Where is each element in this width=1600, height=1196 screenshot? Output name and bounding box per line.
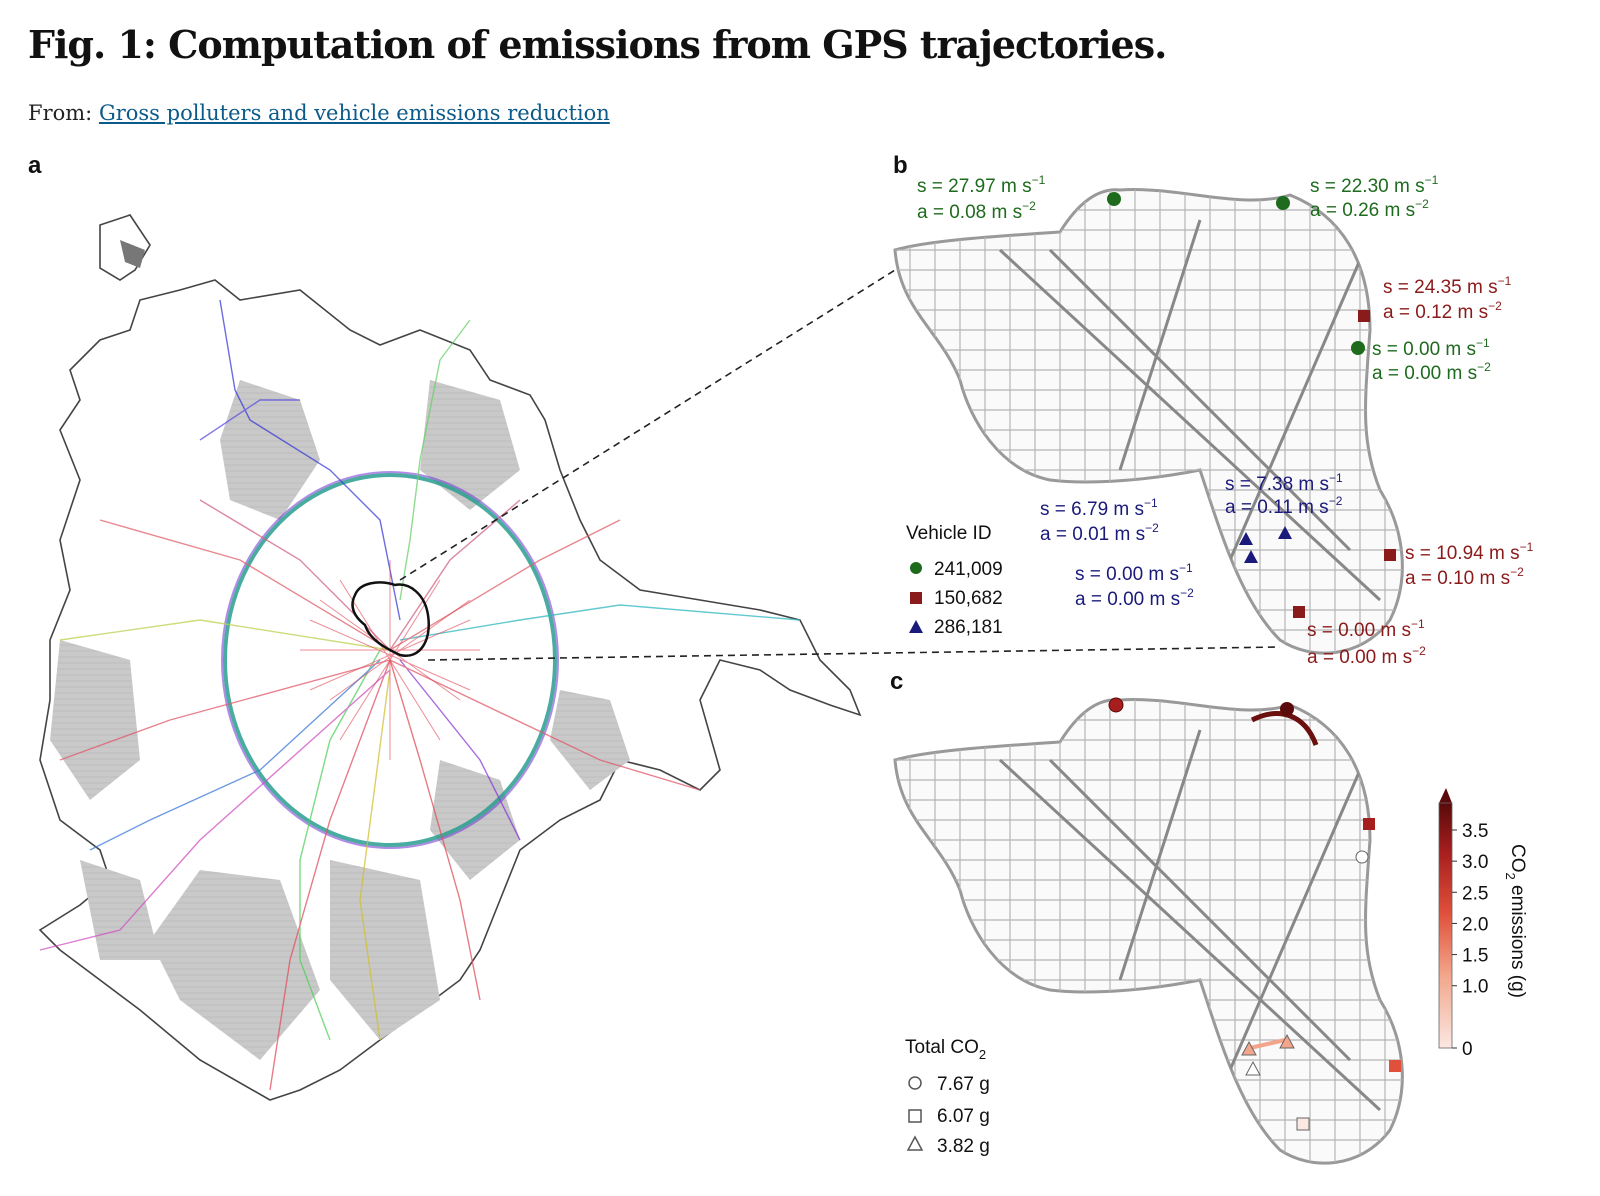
emission-segment [1250,711,1319,746]
ring-road-trajectories [223,473,557,847]
vehicle-legend-title: Vehicle ID [906,523,992,544]
total-co2-legend: Total CO2 7.67 g 6.07 g 3.82 g [905,1037,990,1157]
emission-marker [1389,1060,1401,1072]
legend-total-value: 7.67 g [937,1074,990,1095]
vehicle-241009-marker [1276,196,1290,210]
panel-label-c: c [890,668,904,695]
emission-marker [1241,1040,1257,1056]
legend-vehicle-id: 150,682 [934,588,1003,609]
city-map-panel-a [38,214,862,1101]
vehicle-150682-marker [1293,606,1305,618]
annotation-accel: a = 0.11 m s−2 [1225,494,1343,518]
colorbar-tick-label: 0 [1462,1039,1473,1060]
vehicle-241009-marker [1351,341,1365,355]
speed-annotations: s = 27.97 m s−1 a = 0.08 m s−2 s = 22.30… [917,173,1534,668]
green-area [150,870,320,1060]
legend-triangle-icon [906,1135,924,1151]
annotation-accel: a = 0.00 m s−2 [1307,644,1426,668]
green-area [220,380,320,520]
annotation-speed: s = 22.30 m s−1 [1310,173,1439,197]
emission-marker [1279,1033,1295,1049]
colorbar-gradient [1438,802,1453,1049]
annotation-speed: s = 6.79 m s−1 [1040,496,1158,520]
emission-marker [1296,1117,1310,1131]
annotation-accel: a = 0.12 m s−2 [1383,299,1502,323]
panel-label-a: a [28,152,42,179]
legend-triangle-icon [909,620,923,633]
emission-marker [1355,850,1369,864]
source-line: From: Gross polluters and vehicle emissi… [28,101,610,125]
colorbar-ticks: 0 1.0 1.5 2.0 2.5 3.0 3.5 [1452,821,1488,1060]
legend-total-value: 3.82 g [937,1136,990,1157]
emission-segment [1249,1038,1286,1050]
zoom-line-bottom [427,646,1281,661]
colorbar-tick-label: 1.0 [1462,977,1488,998]
annotation-accel: a = 0.26 m s−2 [1310,197,1429,221]
co2-colorbar: 0 1.0 1.5 2.0 2.5 3.0 3.5 CO2 emissions (g) [1438,788,1528,1060]
annotation-speed: s = 10.94 m s−1 [1405,540,1534,564]
green-area [50,640,140,800]
vehicle-150682-marker [1384,549,1396,561]
gps-trajectories [39,299,801,1091]
annotation-speed: s = 24.35 m s−1 [1383,274,1512,298]
street-map-panel-c [893,697,1404,1165]
legend-square-icon [908,1109,922,1123]
total-co2-legend-title: Total CO2 [905,1037,986,1062]
colorbar-extend-arrow [1439,788,1452,803]
vehicle-241009-marker [1107,192,1121,206]
green-area [420,380,520,510]
annotation-speed: s = 0.00 m s−1 [1075,561,1193,585]
annotation-accel: a = 0.10 m s−2 [1405,565,1524,589]
legend-total-value: 6.07 g [937,1106,990,1127]
legend-vehicle-id: 286,181 [934,617,1003,638]
annotation-accel: a = 0.00 m s−2 [1075,586,1194,610]
area-outline [893,188,1404,655]
legend-circle-icon [910,562,922,574]
street-map-panel-b [893,188,1404,655]
annotation-speed: s = 27.97 m s−1 [917,173,1046,197]
annotation-speed: s = 0.00 m s−1 [1307,617,1425,641]
vehicle-286181-marker [1244,550,1258,563]
vehicle-legend: Vehicle ID 241,009 150,682 286,181 [906,523,1003,638]
figure-title: Fig. 1: Computation of emissions from GP… [28,22,1167,67]
zoom-line-top [399,244,936,581]
colorbar-tick-label: 1.5 [1462,946,1488,967]
annotation-accel: a = 0.08 m s−2 [917,199,1036,223]
vehicle-150682-marker [1358,310,1370,322]
annotation-speed: s = 0.00 m s−1 [1372,336,1490,360]
study-area-outline [351,581,431,658]
legend-vehicle-id: 241,009 [934,559,1003,580]
emission-marker [1108,697,1124,713]
colorbar-tick-label: 3.0 [1462,852,1488,873]
panel-b-markers [1107,192,1396,618]
annotation-accel: a = 0.00 m s−2 [1372,360,1491,384]
green-area [330,860,440,1040]
green-area [550,690,630,790]
source-article-link[interactable]: Gross polluters and vehicle emissions re… [98,101,610,125]
green-area [120,240,145,268]
annotation-accel: a = 0.01 m s−2 [1040,521,1159,545]
legend-square-icon [910,592,922,604]
panel-label-b: b [893,152,908,179]
ring-road-trajectories [221,471,559,849]
legend-circle-icon [908,1076,922,1090]
colorbar-tick-label: 3.5 [1462,821,1488,842]
annotation-speed: s = 7.38 m s−1 [1225,471,1343,495]
vehicle-286181-marker [1239,532,1253,545]
vehicle-286181-marker [1278,526,1292,539]
emission-marker [1363,818,1375,830]
emission-marker [1245,1060,1261,1076]
colorbar-label: CO2 emissions (g) [1503,844,1528,998]
from-prefix: From: [28,101,93,125]
emission-marker [1280,702,1294,716]
colorbar-tick-label: 2.5 [1462,883,1488,904]
colorbar-tick-label: 2.0 [1462,914,1488,935]
